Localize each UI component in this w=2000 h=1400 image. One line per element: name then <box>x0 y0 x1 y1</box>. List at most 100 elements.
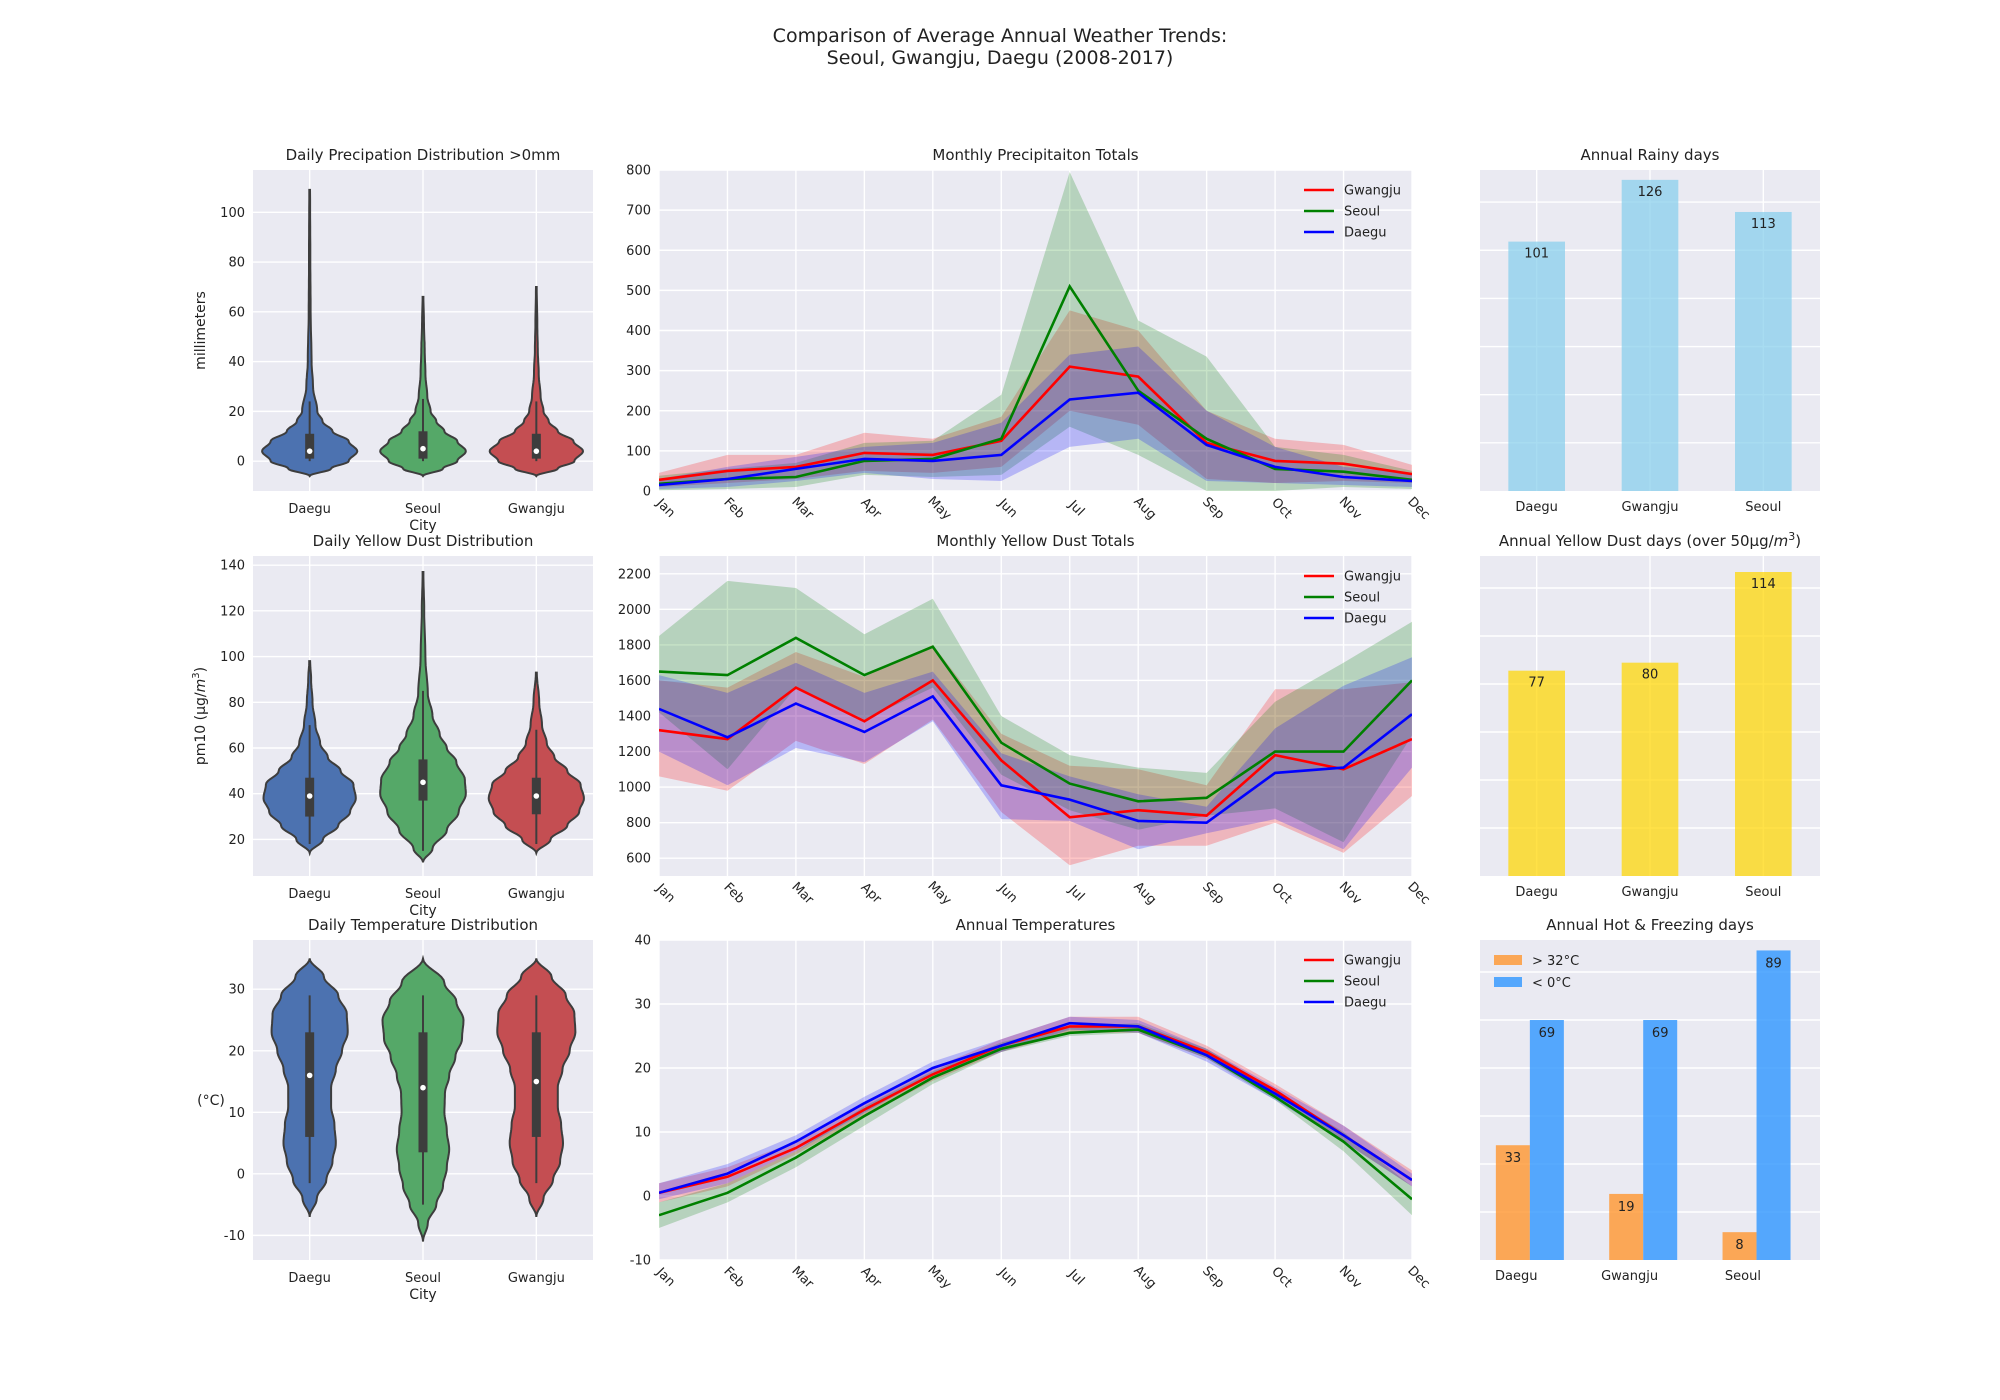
violin-iqr-box <box>418 1032 428 1153</box>
violin-body <box>488 286 585 478</box>
x-tick-label: Seoul <box>405 887 441 902</box>
x-axis-label: City <box>409 1287 436 1303</box>
legend-label: Seoul <box>1344 975 1380 990</box>
y-tick-label: 40 <box>634 934 651 949</box>
x-tick-label: Nov <box>1336 879 1365 908</box>
series-line-seoul <box>659 636 1412 803</box>
x-tick-label: Gwangju <box>508 502 565 517</box>
x-tick-label: Oct <box>1268 1264 1295 1291</box>
x-tick-label: Seoul <box>1745 885 1781 900</box>
violin-chart-violin_dust: 20 40 60 80 100 120 140 Daegu Seoul Gwangju Daily … <box>191 532 593 919</box>
y-tick-label: 40 <box>228 787 245 802</box>
violin-median-point <box>420 445 426 452</box>
x-tick-label: Jun <box>995 880 1021 906</box>
bar-data-label: 113 <box>1751 217 1776 232</box>
y-tick-label: 20 <box>634 1062 651 1077</box>
y-tick-label: 1000 <box>618 781 651 796</box>
chart-title: Daily Precipation Distribution >0mm <box>286 146 561 164</box>
bar-data-label: 114 <box>1751 577 1776 592</box>
bar-chart-bar_dust_days: Annual Yellow Dust days (over 50μg/m3) 77… <box>1480 530 1820 900</box>
x-tick-label: Sep <box>1199 495 1227 523</box>
x-tick-label: Apr <box>858 495 885 522</box>
x-tick-label: Oct <box>1268 495 1295 522</box>
x-tick-label: Gwangju <box>1621 885 1678 900</box>
x-tick-label: Jan <box>652 1264 677 1289</box>
bar-freezing <box>1756 950 1791 1260</box>
x-tick-label: Seoul <box>405 502 441 517</box>
y-tick-label: 30 <box>634 998 651 1013</box>
x-tick-label: Feb <box>720 880 747 907</box>
x-tick-label: Daegu <box>1515 500 1557 515</box>
y-tick-label: 140 <box>220 559 245 574</box>
x-tick-label: Dec <box>1404 494 1432 522</box>
legend-swatch <box>1494 955 1522 965</box>
bar-data-label: 8 <box>1735 1238 1743 1253</box>
y-tick-label: 600 <box>626 852 651 867</box>
violin-iqr-box <box>305 1032 315 1137</box>
y-tick-label: 200 <box>626 404 651 419</box>
y-tick-label: 100 <box>220 206 245 221</box>
line-chart-line_dust: 600 800 1000 1200 1400 1600 1800 2000 2200 Jan Feb… <box>618 532 1433 909</box>
y-tick-label: 120 <box>220 604 245 619</box>
bar-data-label: 80 <box>1642 668 1659 683</box>
x-tick-label: May <box>924 1263 954 1293</box>
series-line-daegu <box>659 391 1412 487</box>
plot-content <box>659 1016 1412 1228</box>
bar <box>1735 211 1792 491</box>
x-tick-label: Gwangju <box>508 1271 565 1286</box>
series-line-daegu <box>659 694 1412 825</box>
x-axis-label: City <box>409 518 436 534</box>
violin-iqr-box <box>531 433 541 459</box>
x-tick-label: Daegu <box>288 502 330 517</box>
y-tick-label: 300 <box>626 364 651 379</box>
x-tick-label: Feb <box>720 495 747 522</box>
y-tick-label: 1400 <box>618 710 651 725</box>
y-tick-label: 80 <box>228 696 245 711</box>
x-tick-label: Mar <box>788 495 816 523</box>
bar-data-label: 69 <box>1652 1026 1669 1041</box>
bar-data-label: 19 <box>1618 1200 1635 1215</box>
x-tick-label: Daegu <box>288 1271 330 1286</box>
legend-label: > 32°C <box>1532 954 1579 969</box>
x-tick-label: Nov <box>1336 494 1365 523</box>
bar <box>1735 572 1792 876</box>
violin-median-point <box>533 1078 540 1085</box>
line-chart-line_precip: 0 100 200 300 400 500 600 700 800 Jan Feb Mar Apr May… <box>626 146 1433 524</box>
violin-body <box>261 188 359 478</box>
bar-hot <box>1722 1232 1757 1260</box>
legend-label: Daegu <box>1344 612 1386 627</box>
bar <box>1508 670 1565 876</box>
violin-median-point <box>533 448 540 454</box>
legend-swatch <box>1494 977 1522 987</box>
chart-title: Annual Rainy days <box>1581 146 1720 164</box>
x-tick-label: Aug <box>1130 879 1159 908</box>
x-tick-label: Daegu <box>288 887 330 902</box>
y-tick-label: 40 <box>228 355 245 370</box>
y-tick-label: 10 <box>634 1126 651 1141</box>
x-tick-label: Jun <box>995 495 1021 521</box>
violin-body <box>379 295 467 478</box>
x-tick-label: Jan <box>652 495 677 520</box>
chart-title: Annual Yellow Dust days (over 50μg/m3) <box>1499 530 1801 550</box>
series-line-daegu <box>659 1021 1412 1195</box>
y-tick-label: 10 <box>228 1106 245 1121</box>
x-tick-label: Oct <box>1268 880 1295 907</box>
y-tick-label: 20 <box>228 1044 245 1059</box>
violin-median-point <box>306 793 313 799</box>
bar <box>1621 179 1679 491</box>
series-line-gwangju <box>659 365 1412 482</box>
y-tick-label: -10 <box>224 1229 245 1244</box>
bar-freezing <box>1643 1020 1678 1260</box>
y-tick-label: 0 <box>237 1167 245 1182</box>
y-tick-label: 100 <box>220 650 245 665</box>
x-tick-label: Gwangju <box>508 887 565 902</box>
x-tick-label: Apr <box>858 880 885 907</box>
y-axis-label: (°C) <box>197 1093 225 1109</box>
y-tick-label: 30 <box>228 983 245 998</box>
legend-label: Gwangju <box>1344 184 1401 199</box>
plot-content <box>659 580 1412 866</box>
y-tick-label: 800 <box>626 164 651 179</box>
legend-label: Seoul <box>1344 591 1380 606</box>
